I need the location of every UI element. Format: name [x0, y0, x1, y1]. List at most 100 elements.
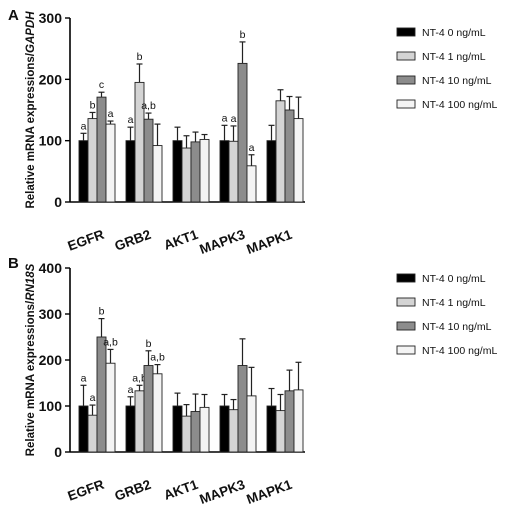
- significance-label: b: [99, 306, 105, 318]
- category-label: EGFR: [66, 477, 107, 504]
- bar: [172, 405, 183, 453]
- category-label: MAPK3: [197, 477, 247, 507]
- y-tick-label: 0: [54, 444, 62, 460]
- bar: [172, 140, 183, 203]
- category-label: GRB2: [113, 227, 153, 254]
- legend-label: NT-4 0 ng/mL: [422, 273, 486, 285]
- bar: [134, 390, 145, 453]
- y-axis-label-gene: RN18S: [25, 263, 37, 300]
- bar: [275, 410, 286, 453]
- bar: [219, 405, 230, 453]
- category-label: EGFR: [66, 227, 107, 254]
- y-axis-label-gene: GAPDH: [25, 11, 37, 53]
- y-axis-label-text: Relative mRNA expressions/: [25, 52, 37, 208]
- y-axis-label-text: Relative mRNA expressions/: [25, 300, 37, 456]
- legend-label: NT-4 1 ng/mL: [422, 297, 486, 309]
- significance-label: a: [128, 384, 134, 396]
- legend-swatch: [396, 75, 416, 85]
- legend-swatch: [396, 321, 416, 331]
- significance-label: b: [240, 29, 246, 41]
- bar: [78, 140, 89, 203]
- bar: [143, 118, 154, 203]
- y-tick-label: 400: [39, 260, 63, 276]
- category-label: GRB2: [113, 477, 153, 504]
- bar: [87, 414, 98, 453]
- y-tick-label: 300: [39, 10, 63, 26]
- bar: [237, 62, 248, 203]
- bar: [284, 109, 295, 203]
- bar: [228, 140, 239, 203]
- bar: [237, 365, 248, 453]
- category-label: AKT1: [162, 227, 201, 253]
- significance-label: a: [90, 392, 96, 404]
- legend-swatch: [396, 273, 416, 283]
- legend-label: NT-4 10 ng/mL: [422, 321, 492, 333]
- legend-label: NT-4 10 ng/mL: [422, 75, 492, 87]
- bar: [246, 165, 257, 203]
- bar: [125, 405, 136, 453]
- legend-label: NT-4 100 ng/mL: [422, 345, 497, 357]
- bar: [199, 138, 210, 203]
- bar: [228, 409, 239, 453]
- bar: [246, 395, 257, 453]
- bar: [87, 118, 98, 203]
- y-axis-label: Relative mRNA expressions/RN18S: [25, 263, 37, 456]
- bar: [105, 123, 116, 203]
- bar: [275, 100, 286, 203]
- bar: [190, 411, 201, 453]
- category-label: MAPK3: [197, 227, 247, 257]
- legend-swatch: [396, 345, 416, 355]
- bar: [152, 373, 163, 453]
- category-label: MAPK1: [244, 477, 294, 507]
- significance-label: a: [128, 114, 134, 126]
- bar: [219, 140, 230, 203]
- significance-label: a: [108, 108, 114, 120]
- bar: [125, 140, 136, 203]
- y-tick-label: 200: [39, 71, 63, 87]
- bar: [293, 118, 304, 203]
- significance-label: a: [249, 142, 255, 154]
- bar: [105, 362, 116, 453]
- category-label: MAPK1: [244, 227, 294, 257]
- legend-label: NT-4 0 ng/mL: [422, 27, 486, 39]
- category-label: AKT1: [162, 477, 201, 503]
- y-axis-label: Relative mRNA expressions/GAPDH: [25, 11, 37, 209]
- legend-label: NT-4 100 ng/mL: [422, 99, 497, 111]
- significance-label: b: [146, 338, 152, 350]
- legend-swatch: [396, 99, 416, 109]
- significance-label: a,b: [103, 336, 118, 348]
- bar: [199, 406, 210, 453]
- bar: [190, 141, 201, 203]
- legend-swatch: [396, 27, 416, 37]
- significance-label: a: [231, 113, 237, 125]
- bar: [181, 415, 192, 453]
- y-tick-label: 200: [39, 352, 63, 368]
- significance-label: b: [137, 51, 143, 63]
- significance-label: a: [222, 112, 228, 124]
- y-tick-label: 0: [54, 194, 62, 210]
- bar: [293, 389, 304, 453]
- y-tick-label: 100: [39, 398, 63, 414]
- bar: [284, 390, 295, 453]
- bar: [96, 96, 107, 203]
- y-tick-label: 100: [39, 133, 63, 149]
- bar: [152, 145, 163, 203]
- bar: [78, 405, 89, 453]
- legend-swatch: [396, 51, 416, 61]
- legend: NT-4 0 ng/mL NT-4 1 ng/mL NT-4 10 ng/mL NT-…: [396, 273, 497, 357]
- bar: [266, 405, 277, 453]
- legend-swatch: [396, 297, 416, 307]
- panel-label: A: [8, 7, 19, 24]
- significance-label: a,b: [132, 372, 147, 384]
- significance-label: a,b: [141, 100, 156, 112]
- panel-label: B: [8, 255, 19, 272]
- significance-label: c: [99, 79, 104, 91]
- significance-label: a: [81, 372, 87, 384]
- bar: [143, 365, 154, 453]
- significance-label: a: [81, 120, 87, 132]
- significance-label: b: [90, 99, 96, 111]
- bar: [266, 140, 277, 203]
- bar: [181, 147, 192, 203]
